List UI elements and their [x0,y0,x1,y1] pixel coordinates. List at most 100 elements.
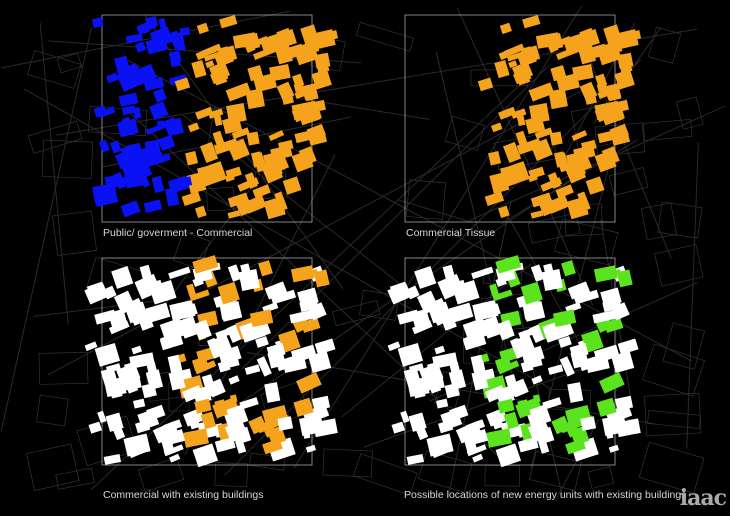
existing-building [305,444,317,453]
commercial-block [174,77,191,92]
commercial-block [256,417,281,434]
commercial-block [314,29,336,49]
commercial-block [282,176,302,195]
commercial-block [300,24,320,46]
commercial-block [513,68,532,85]
existing-building [530,264,545,282]
public-government-block [113,171,127,190]
commercial-block [617,29,639,49]
commercial-block [276,27,291,39]
existing-building [131,345,143,355]
commercial-block [224,173,235,183]
street-block-outline [26,443,80,491]
commercial-block [503,141,522,163]
public-government-block [121,105,137,116]
public-government-block [110,140,122,154]
existing-building [586,359,610,374]
existing-building [169,300,196,321]
commercial-block [195,205,207,219]
commercial-block [203,50,225,62]
existing-building [517,437,539,453]
existing-building [416,290,439,315]
existing-building [192,276,204,287]
existing-building [228,375,240,385]
panel-label-commercial-existing: Commercial with existing buildings [103,489,264,501]
commercial-block [298,146,317,166]
existing-building [123,433,151,457]
existing-building [97,410,107,423]
commercial-block [528,82,555,102]
existing-building [167,354,183,374]
commercial-block [194,360,217,375]
commercial-block [549,131,563,146]
existing-building [88,421,102,434]
commercial-block [258,260,273,277]
commercial-block [490,122,503,133]
existing-building [255,336,269,348]
commercial-block [556,73,580,93]
commercial-block [315,57,330,74]
commercial-block [511,108,527,119]
existing-building [391,421,405,434]
existing-building [414,266,437,289]
existing-building [290,344,317,363]
street-block-outline [356,21,415,52]
commercial-block [596,82,608,93]
existing-building [289,310,314,324]
existing-building [471,266,494,280]
commercial-block [527,45,541,62]
public-government-block [145,122,168,136]
existing-building [426,433,454,457]
public-government-block [141,147,152,156]
commercial-block [239,34,256,48]
existing-building [408,363,424,373]
commercial-block [191,59,207,79]
street-block-outline [642,343,705,397]
existing-building [217,360,231,373]
commercial-block [581,139,597,152]
commercial-block [192,255,219,274]
street-block-outline [640,202,677,241]
commercial-block [614,69,635,90]
commercial-block [504,43,525,58]
existing-building [449,404,469,421]
commercial-block [214,399,228,417]
panel-label-energy-units: Possible locations of new energy units w… [404,489,687,501]
existing-building [397,309,420,325]
existing-building [146,404,166,421]
commercial-block [217,281,240,305]
existing-building [302,430,311,439]
commercial-block [186,283,196,297]
street-line [447,200,512,499]
commercial-block [185,151,199,166]
commercial-block [529,102,550,124]
public-government-block [170,117,184,135]
commercial-block [280,90,294,105]
commercial-block [224,45,238,62]
commercial-block [278,329,301,353]
street-line [39,22,69,325]
commercial-block [210,68,229,85]
panel-label-commercial-tissue: Commercial Tissue [406,227,496,239]
commercial-block [205,60,215,69]
existing-building [108,320,130,335]
public-government-block [91,17,104,29]
commercial-block [200,411,217,430]
existing-building [266,343,286,359]
commercial-block [573,155,593,173]
commercial-block [226,102,247,124]
street-block-outline [642,118,693,141]
existing-building [449,279,467,295]
existing-building [113,290,136,315]
existing-building [169,453,181,463]
street-block-outline [332,300,381,327]
commercial-block [516,138,542,155]
street-line [293,5,583,469]
street-line [0,10,291,69]
energy-unit-block [497,360,520,375]
existing-building [542,397,562,410]
existing-building [159,334,184,351]
commercial-block [274,42,294,65]
commercial-block [178,353,187,363]
